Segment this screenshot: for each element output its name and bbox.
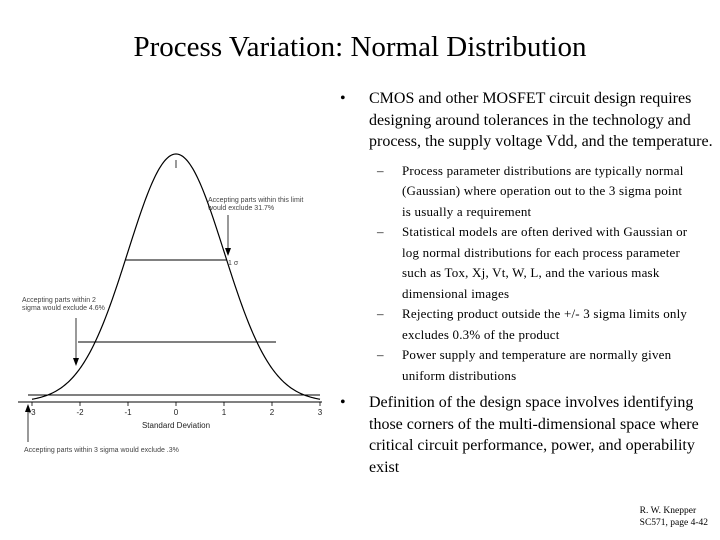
bullet-mark: • <box>340 394 346 411</box>
bullet-cmos-design: • CMOS and other MOSFET circuit design r… <box>335 88 715 153</box>
x-tick-label: 0 <box>174 408 179 417</box>
x-tick-label: -1 <box>124 408 132 417</box>
sub-dash: – <box>377 224 384 239</box>
annotation-one-sigma-exclusion: Accepting parts within this limit would e… <box>207 197 303 212</box>
subitem-text: Rejecting product outside the +/- 3 sigm… <box>402 306 688 342</box>
bell-curve <box>31 153 321 400</box>
bullet-list: • CMOS and other MOSFET circuit design r… <box>335 88 715 478</box>
subitem-text: Power supply and temperature are normall… <box>402 347 672 383</box>
bullet-text: Definition of the design space involves … <box>369 394 699 476</box>
x-tick-label: 1 <box>222 408 227 417</box>
two-sigma-arrowhead <box>73 358 79 366</box>
bullet-text: CMOS and other MOSFET circuit design req… <box>369 90 713 150</box>
normal-distribution-figure: Accepting parts within this limit would e… <box>0 140 335 470</box>
x-tick-label: -2 <box>76 408 84 417</box>
slide-title: Process Variation: Normal Distribution <box>133 31 587 63</box>
subitem-power-supply: – Power supply and temperature are norma… <box>335 345 694 386</box>
bullet-design-space: • Definition of the design space involve… <box>335 392 715 478</box>
sub-dash: – <box>377 306 384 321</box>
subitem-rejecting-product: – Rejecting product outside the +/- 3 si… <box>335 304 694 345</box>
bullet-mark: • <box>340 90 346 107</box>
slide-credit: R. W. Knepper SC571, page 4-42 <box>640 505 708 529</box>
x-tick-label: 3 <box>318 408 323 417</box>
distribution-chart: Accepting parts within this limit would e… <box>18 153 323 454</box>
x-axis-label: Standard Deviation <box>142 421 210 430</box>
x-axis-ticks: -3 -2 -1 0 1 2 3 <box>28 402 323 417</box>
credit-course: SC571, page 4-42 <box>639 518 708 528</box>
sub-dash: – <box>377 162 384 178</box>
credit-author: R. W. Knepper <box>639 506 697 516</box>
subitem-text: Process parameter distributions are typi… <box>402 162 684 219</box>
annotation-one-sigma: 1 σ <box>228 260 239 267</box>
subitem-text: Statistical models are often derived wit… <box>402 224 688 301</box>
annotation-two-sigma-exclusion: Accepting parts within 2 sigma would excl… <box>22 297 105 312</box>
subitem-process-distributions: – Process parameter distributions are ty… <box>335 161 694 223</box>
one-sigma-arrowhead <box>225 248 231 256</box>
sub-dash: – <box>377 347 384 362</box>
three-sigma-arrowhead <box>25 404 31 412</box>
subitem-statistical-models: – Statistical models are often derived w… <box>335 222 694 304</box>
annotation-three-sigma-exclusion: Accepting parts within 3 sigma would exc… <box>24 447 179 454</box>
x-tick-label: 2 <box>270 408 275 417</box>
x-tick-label: -3 <box>28 408 36 417</box>
